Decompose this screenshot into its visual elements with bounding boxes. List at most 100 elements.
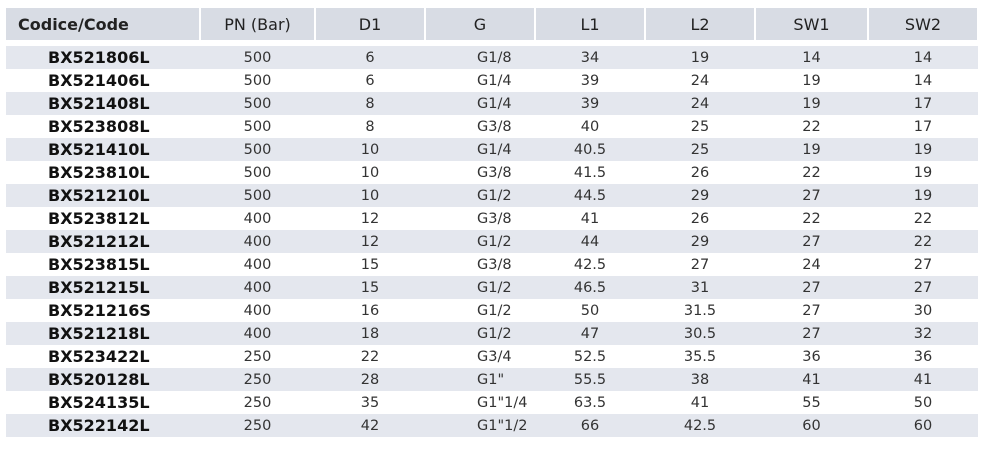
data-cell: G3/8: [477, 118, 512, 135]
data-cell: 55.5: [535, 368, 645, 391]
data-cell: G1"1/4: [477, 394, 528, 411]
data-cell: 38: [645, 368, 755, 391]
data-cell: 44: [535, 230, 645, 253]
data-cell: 12: [315, 230, 425, 253]
data-cell: 50: [913, 394, 933, 411]
table-row: BX522142L 250 42 G1"1/2 66 42.5 60 60: [6, 414, 978, 437]
table-body: BX521806L 500 6 G1/8 34 19 14 14 BX521406L 500 6 G1…: [6, 40, 978, 437]
data-cell: G1/2: [477, 302, 512, 319]
table-row: BX523812L 400 12 G3/8 41 26 22 22: [6, 207, 978, 230]
table-row: BX521212L 400 12 G1/2 44 29 27 22: [6, 230, 978, 253]
data-cell: 250: [243, 348, 272, 365]
data-cell: G1/2: [425, 322, 535, 345]
data-cell: 41: [868, 368, 978, 391]
data-cell: 27: [755, 184, 868, 207]
header-row: Codice/Code PN (Bar) D1 G L1 L2 SW1 SW2: [6, 8, 979, 40]
code-cell: BX521210L: [6, 184, 200, 207]
code-cell: BX521218L: [6, 322, 200, 345]
data-cell: 15: [360, 256, 380, 273]
data-cell: G3/8: [477, 210, 512, 227]
data-cell: 14: [913, 72, 933, 89]
data-cell: 34: [535, 46, 645, 69]
data-cell: 400: [243, 302, 272, 319]
table-row: BX521210L 500 10 G1/2 44.5 29 27 19: [6, 184, 978, 207]
table-row: BX523808L 500 8 G3/8 40 25 22 17: [6, 115, 978, 138]
data-cell: 36: [913, 348, 933, 365]
data-cell: 41: [580, 210, 600, 227]
data-cell: 31.5: [683, 302, 717, 319]
data-cell: 41: [755, 368, 868, 391]
header-cell: PN (Bar): [200, 8, 316, 40]
data-cell: 26: [690, 164, 710, 181]
data-cell: 10: [315, 184, 425, 207]
data-cell: 39: [535, 92, 645, 115]
data-cell: 24: [802, 256, 821, 273]
data-cell: G1/2: [425, 184, 535, 207]
table-row: BX521218L 400 18 G1/2 47 30.5 27 32: [6, 322, 978, 345]
header-cell: L1: [535, 8, 646, 40]
data-cell: 500: [200, 92, 315, 115]
data-cell: 22: [868, 230, 978, 253]
data-cell: 22: [802, 210, 821, 227]
data-cell: 17: [913, 118, 933, 135]
data-cell: 32: [868, 322, 978, 345]
data-cell: 25: [690, 118, 710, 135]
code-cell: BX521806L: [6, 46, 200, 69]
spacer-cell: [6, 40, 978, 46]
data-cell: 27: [755, 230, 868, 253]
header-cell: G: [425, 8, 536, 40]
data-cell: 27: [690, 256, 710, 273]
table-row: BX521410L 500 10 G1/4 40.5 25 19 19: [6, 138, 978, 161]
data-cell: 27: [755, 322, 868, 345]
data-cell: 500: [243, 164, 272, 181]
data-cell: 44.5: [535, 184, 645, 207]
data-cell: G1/2: [425, 230, 535, 253]
data-cell: 400: [200, 230, 315, 253]
data-cell: 19: [645, 46, 755, 69]
data-cell: 17: [868, 92, 978, 115]
data-cell: 27: [755, 276, 868, 299]
table-row: BX523422L 250 22 G3/4 52.5 35.5 36 36: [6, 345, 978, 368]
data-cell: G3/8: [477, 256, 512, 273]
table-row: BX521806L 500 6 G1/8 34 19 14 14: [6, 46, 978, 69]
data-cell: 14: [868, 46, 978, 69]
data-cell: G1/8: [425, 46, 535, 69]
data-cell: 22: [913, 210, 933, 227]
data-cell: 400: [200, 276, 315, 299]
data-cell: 40: [580, 118, 600, 135]
data-cell: 55: [802, 394, 821, 411]
data-cell: 19: [913, 164, 933, 181]
code-cell: BX521406L: [48, 71, 150, 90]
data-cell: 250: [200, 414, 315, 437]
data-cell: 27: [868, 276, 978, 299]
data-cell: 24: [645, 92, 755, 115]
data-cell: 30: [913, 302, 933, 319]
data-cell: G1/4: [477, 72, 512, 89]
code-cell: BX524135L: [48, 393, 150, 412]
code-cell: BX523812L: [48, 209, 150, 228]
data-cell: 35.5: [683, 348, 717, 365]
spacer: [6, 40, 978, 46]
code-cell: BX521408L: [6, 92, 200, 115]
product-table: Codice/Code PN (Bar) D1 G L1 L2 SW1 SW2 BX52180…: [6, 8, 979, 437]
data-cell: 6: [315, 46, 425, 69]
data-cell: 19: [868, 138, 978, 161]
data-cell: 500: [200, 46, 315, 69]
data-cell: 41: [690, 394, 710, 411]
data-cell: 15: [315, 276, 425, 299]
data-cell: 30.5: [645, 322, 755, 345]
data-cell: 16: [360, 302, 380, 319]
code-cell: BX523808L: [48, 117, 150, 136]
header-cell: D1: [315, 8, 426, 40]
data-cell: 250: [243, 394, 272, 411]
data-cell: 22: [802, 164, 821, 181]
data-cell: 500: [200, 138, 315, 161]
data-cell: 19: [755, 92, 868, 115]
data-cell: 60: [755, 414, 868, 437]
code-cell: BX523422L: [48, 347, 150, 366]
code-cell: BX521215L: [6, 276, 200, 299]
data-cell: 10: [315, 138, 425, 161]
header-cell: L2: [645, 8, 756, 40]
table-row: BX521406L 500 6 G1/4 39 24 19 14: [6, 69, 978, 92]
